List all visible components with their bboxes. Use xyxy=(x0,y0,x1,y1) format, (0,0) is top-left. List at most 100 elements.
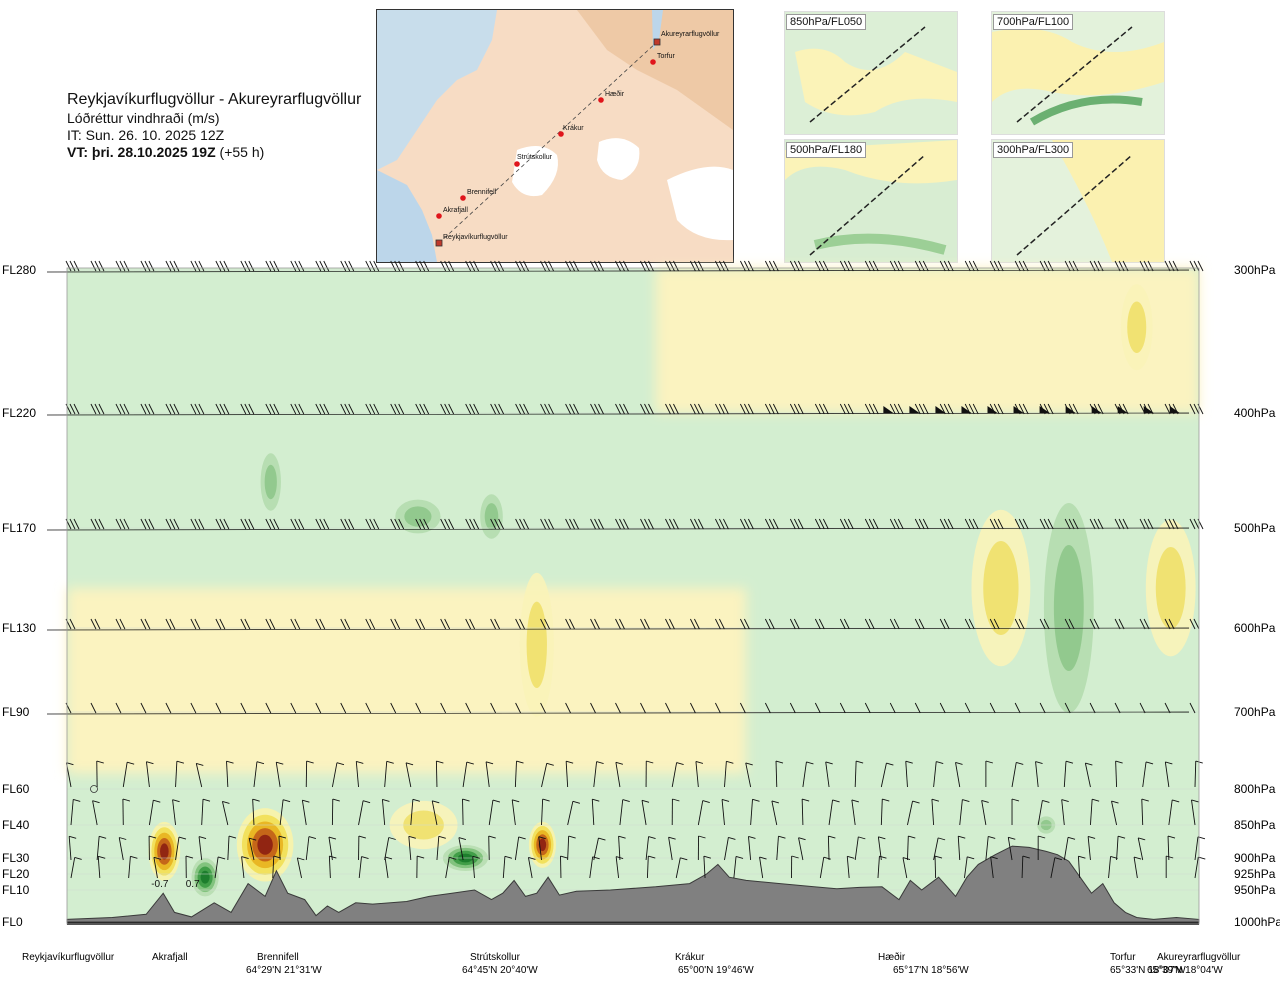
annotations: -0.7 0.7 xyxy=(151,879,200,890)
wind-barb-900-22 xyxy=(645,836,656,861)
title-block: Reykjavíkurflugvöllur - Akureyrarflugvöl… xyxy=(67,90,361,161)
barb-feather xyxy=(365,702,372,714)
barb-shaft xyxy=(122,762,128,788)
barb-feather xyxy=(340,403,347,415)
barb-feather xyxy=(1014,618,1021,630)
wind-barb-700-29 xyxy=(789,702,796,714)
barb-feather xyxy=(598,403,604,415)
barb-feather xyxy=(98,518,105,530)
wind-barb-900-28 xyxy=(798,837,806,861)
pressure-label-950: 950hPa xyxy=(1234,883,1276,897)
barb-feather xyxy=(282,799,291,803)
wind-barb-925-9 xyxy=(328,855,337,879)
barb-feather xyxy=(73,798,81,802)
plot-frame xyxy=(66,267,1200,925)
wind-barb-600-45 xyxy=(1189,618,1200,630)
wind-barb-900-33 xyxy=(933,837,946,861)
barb-feather xyxy=(743,618,750,630)
barb-feather xyxy=(523,403,530,415)
barb-feather xyxy=(864,403,871,415)
barb-feather xyxy=(169,518,176,530)
map-highland xyxy=(577,10,733,130)
barb-feather xyxy=(985,760,994,764)
barb-shaft xyxy=(195,763,203,788)
wind-barb-850-17 xyxy=(511,799,520,826)
wind-barb-700-2 xyxy=(115,702,122,714)
wind-barb-300-31 xyxy=(839,260,854,272)
barb-feather xyxy=(993,260,1000,272)
barb-shaft xyxy=(381,799,386,826)
wind-barb-700-43 xyxy=(1139,702,1146,714)
wind-barb-600-34 xyxy=(914,618,925,630)
location-coord-4: 65°00'N 19°46'W xyxy=(678,965,754,976)
wind-barb-500-40 xyxy=(1064,518,1079,530)
wind-barb-500-33 xyxy=(889,518,904,530)
level-map-700-canvas xyxy=(992,12,1164,134)
barb-feather xyxy=(172,799,180,803)
barb-feather xyxy=(94,618,101,630)
wind-barb-700-27 xyxy=(739,702,746,714)
barb-feather xyxy=(1122,260,1129,272)
barb-feather xyxy=(648,518,654,530)
wind-barb-900-17 xyxy=(514,836,526,861)
wind-barb-900-24 xyxy=(697,835,706,861)
barb-feather xyxy=(748,835,756,839)
barb-feather xyxy=(715,618,721,630)
barb-feather xyxy=(415,403,422,415)
wind-barb-700-33 xyxy=(889,702,896,714)
wind-barb-500-15 xyxy=(440,518,455,530)
flight-level-label-FL170: FL170 xyxy=(2,521,36,535)
wind-barb-700-18 xyxy=(515,702,522,714)
location-label-2: Brennifell xyxy=(257,952,299,963)
barb-feather xyxy=(1164,260,1171,272)
barb-feather xyxy=(644,403,650,415)
barb-feather xyxy=(1097,260,1104,272)
barb-shaft xyxy=(1063,761,1067,788)
barb-feather xyxy=(269,403,276,415)
barb-feather xyxy=(1039,518,1046,530)
wind-barb-800-40 xyxy=(1115,760,1123,788)
barb-feather xyxy=(648,260,654,272)
wind-barb-600-24 xyxy=(665,618,675,630)
barb-feather xyxy=(623,518,629,530)
wind-barb-700-17 xyxy=(490,702,497,714)
wind-barb-900-0 xyxy=(68,835,77,861)
barb-shaft xyxy=(646,856,649,879)
barb-feather xyxy=(1172,518,1179,530)
barb-feather xyxy=(690,618,696,630)
barb-feather xyxy=(415,260,422,272)
wind-barb-800-30 xyxy=(854,760,864,788)
barb-feather xyxy=(594,403,600,415)
barb-feather xyxy=(544,518,550,530)
wind-barb-300-16 xyxy=(465,260,480,272)
barb-shaft xyxy=(931,799,935,826)
barb-feather xyxy=(515,260,522,272)
wind-barb-600-5 xyxy=(190,618,201,630)
barb-feather xyxy=(590,403,596,415)
barb-feather xyxy=(340,702,347,714)
barb-shaft xyxy=(819,857,825,879)
barb-feather xyxy=(914,260,921,272)
barb-feather xyxy=(223,260,230,272)
barb-shaft xyxy=(384,761,388,788)
barb-shaft xyxy=(488,836,490,861)
barb-feather xyxy=(914,702,921,714)
barb-feather xyxy=(934,855,943,859)
barb-feather xyxy=(743,518,750,530)
wind-barb-400-13 xyxy=(390,403,405,415)
wind-barb-300-32 xyxy=(864,260,879,272)
barb-feather xyxy=(598,518,604,530)
wind-barb-850-15 xyxy=(462,798,470,826)
barb-feather xyxy=(369,618,376,630)
barb-feather xyxy=(515,618,522,630)
barb-feather xyxy=(96,760,104,764)
barb-feather xyxy=(165,618,172,630)
barb-feather xyxy=(665,403,671,415)
barb-feather xyxy=(373,403,380,415)
barb-feather xyxy=(680,857,688,861)
barb-feather xyxy=(315,403,322,415)
wind-barb-300-1 xyxy=(90,260,105,272)
barb-feather xyxy=(73,260,80,272)
barb-shaft xyxy=(1115,761,1118,788)
wind-barb-850-26 xyxy=(750,798,760,826)
